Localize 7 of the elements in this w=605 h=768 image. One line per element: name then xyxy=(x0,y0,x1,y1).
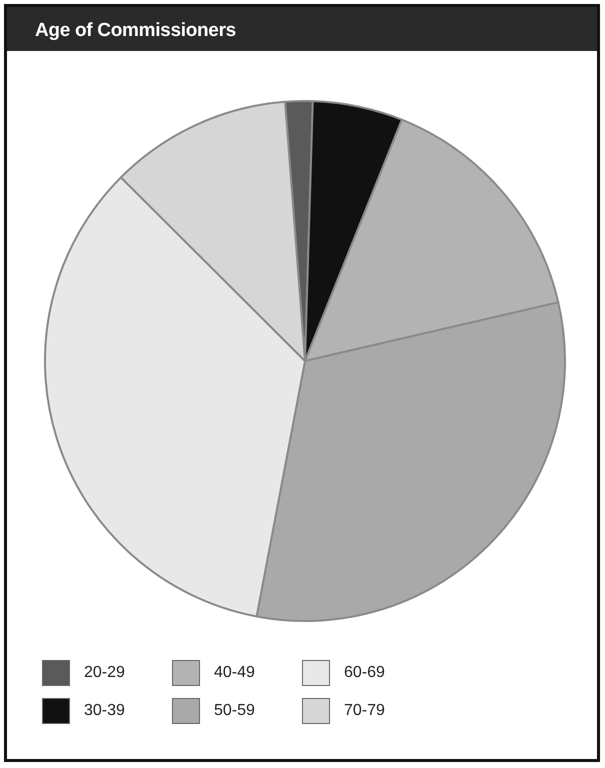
legend-label: 30-39 xyxy=(84,702,125,720)
legend-label: 70-79 xyxy=(344,702,385,720)
legend-label: 60-69 xyxy=(344,664,385,682)
legend-label: 20-29 xyxy=(84,664,125,682)
legend-label: 40-49 xyxy=(214,664,255,682)
chart-title: Age of Commissioners xyxy=(7,7,597,51)
legend-label: 50-59 xyxy=(214,702,255,720)
